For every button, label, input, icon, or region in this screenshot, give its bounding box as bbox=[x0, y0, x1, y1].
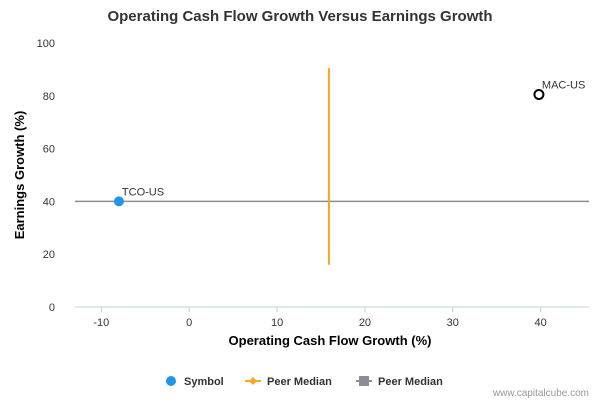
y-tick-label: 100 bbox=[37, 38, 55, 50]
data-point-label: TCO-US bbox=[122, 186, 164, 198]
x-axis-title: Operating Cash Flow Growth (%) bbox=[229, 333, 432, 348]
legend-peer-median-y-label: Peer Median bbox=[378, 376, 443, 388]
legend-symbol-label: Symbol bbox=[184, 376, 224, 388]
data-point-symbol bbox=[113, 196, 124, 207]
x-tick-label: 20 bbox=[359, 317, 371, 329]
y-axis-title: Earnings Growth (%) bbox=[12, 111, 27, 240]
y-tick-label: 80 bbox=[43, 91, 55, 103]
legend-item-peer-median-y[interactable]: Peer Median bbox=[356, 376, 443, 388]
legend-item-symbol[interactable]: Symbol bbox=[166, 376, 224, 388]
chart-title: Operating Cash Flow Growth Versus Earnin… bbox=[107, 8, 492, 25]
x-tick-label: 40 bbox=[535, 317, 547, 329]
legend-symbol-marker bbox=[166, 376, 176, 386]
data-point-peer bbox=[533, 88, 545, 100]
x-tick-label: 10 bbox=[271, 317, 283, 329]
legend-peer-median-x-marker bbox=[249, 377, 257, 385]
x-tick-label: 30 bbox=[447, 317, 459, 329]
x-tick-label: 0 bbox=[186, 317, 192, 329]
y-tick-label: 20 bbox=[43, 249, 55, 261]
y-tick-label: 40 bbox=[43, 196, 55, 208]
legend-peer-median-x-label: Peer Median bbox=[267, 376, 332, 388]
y-tick-label: 60 bbox=[43, 144, 55, 156]
legend-peer-median-y-marker bbox=[359, 376, 369, 386]
legend-item-peer-median-x[interactable]: Peer Median bbox=[245, 376, 332, 388]
legend: Symbol Peer Median Peer Median bbox=[166, 376, 443, 388]
plot-area: -10 0 10 20 30 40 0 20 40 60 80 100 TCO-US MAC-US bbox=[37, 38, 589, 329]
credit-text: www.capitalcube.com bbox=[492, 388, 589, 399]
y-tick-label: 0 bbox=[49, 302, 55, 314]
x-tick-label: -10 bbox=[93, 317, 109, 329]
data-point-label: MAC-US bbox=[542, 79, 585, 91]
